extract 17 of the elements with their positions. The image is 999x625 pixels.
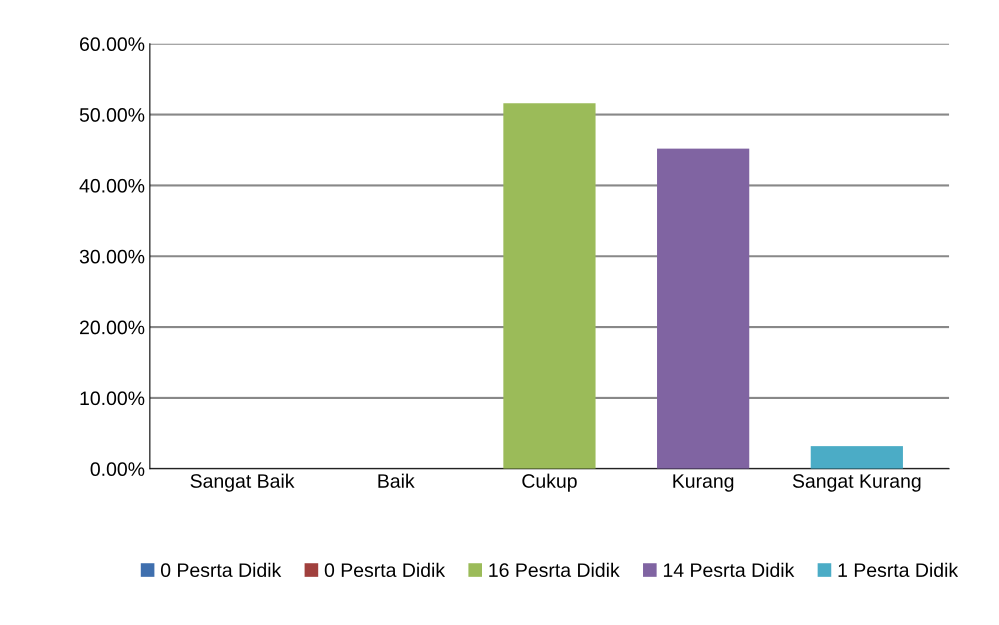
y-tick-label: 20.00%	[80, 320, 144, 334]
x-tick-label: Sangat Baik	[190, 474, 295, 492]
legend-label: 16 Pesrta Didik	[489, 562, 620, 578]
y-tick-label: 10.00%	[80, 391, 144, 406]
legend-label: 0 Pesrta Didik	[160, 562, 282, 578]
y-tick-label: 60.00%	[80, 37, 144, 51]
x-tick-label: Baik	[378, 474, 415, 488]
x-tick-label: Cukup	[522, 474, 577, 492]
y-tick-label: 50.00%	[80, 108, 144, 122]
y-tick-label: 30.00%	[80, 250, 144, 264]
x-tick-label: Kurang	[673, 474, 734, 492]
legend-label: 14 Pesrta Didik	[664, 562, 794, 578]
x-tick-label: Sangat Kurang	[792, 474, 920, 492]
y-tick-label: 0.00%	[90, 462, 144, 476]
y-tick-label: 40.00%	[79, 178, 144, 193]
legend-label: 1 Pesrta Didik	[838, 562, 958, 578]
legend-label: 0 Pesrta Didik	[324, 562, 446, 578]
